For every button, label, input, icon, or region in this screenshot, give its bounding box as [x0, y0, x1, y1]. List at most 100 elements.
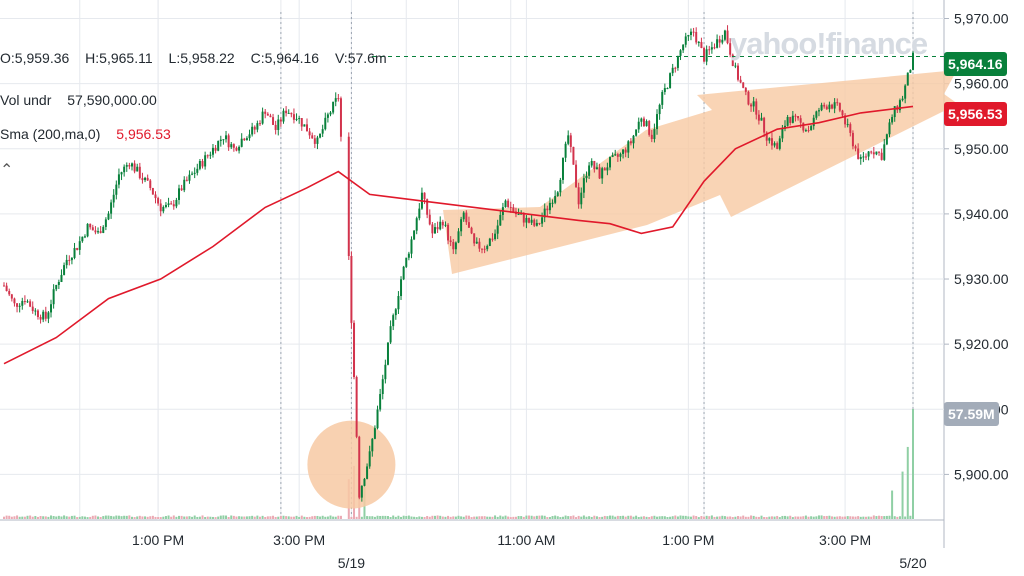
candle	[546, 208, 549, 211]
volume-bar	[313, 515, 316, 519]
volume-bar	[198, 516, 201, 519]
volume-bar	[373, 516, 376, 519]
volume-bar	[561, 516, 564, 519]
volume-bar	[277, 516, 280, 519]
volume-bar	[883, 516, 886, 519]
candle	[721, 39, 724, 43]
volume-bar	[770, 516, 773, 519]
candle	[397, 296, 400, 310]
volume-bar	[266, 516, 269, 519]
candle	[376, 409, 379, 429]
candle	[645, 121, 648, 127]
volume-bar	[99, 516, 102, 519]
candle	[34, 310, 37, 312]
candle	[663, 88, 666, 92]
candle	[588, 165, 591, 176]
volume-bar	[125, 515, 128, 519]
volume-bar	[867, 516, 870, 519]
candle	[204, 155, 207, 167]
candle	[454, 242, 457, 250]
volume-bar	[682, 515, 685, 519]
volume-bar	[609, 515, 611, 519]
volume-bar	[488, 516, 491, 519]
volume-bar	[729, 516, 732, 519]
volume-bar	[339, 515, 342, 519]
candle	[258, 123, 261, 125]
volume-bar	[26, 515, 29, 519]
volume-bar	[580, 516, 583, 519]
candle	[778, 138, 781, 149]
volume-bar	[159, 517, 162, 519]
candle	[854, 146, 857, 149]
volume-bar	[397, 515, 400, 519]
candle	[52, 289, 55, 305]
circle-annotation	[307, 420, 396, 509]
candle	[441, 221, 444, 226]
candle	[880, 152, 883, 160]
candle	[392, 315, 395, 327]
volume-bar	[214, 517, 217, 519]
candle	[786, 117, 789, 126]
candle	[611, 155, 614, 157]
candle	[149, 180, 152, 189]
candle	[172, 204, 175, 207]
candle	[347, 136, 350, 256]
volume-bar	[128, 515, 131, 519]
candle	[449, 240, 452, 242]
candle	[682, 44, 685, 51]
volume-bar	[859, 516, 862, 519]
candle	[857, 148, 860, 159]
candle	[561, 157, 564, 180]
x-tick-label: 1:00 PM	[132, 532, 184, 548]
candle	[572, 146, 575, 165]
candle	[209, 154, 212, 156]
volume-bar	[269, 516, 272, 519]
candle	[138, 166, 141, 179]
volume-bar	[245, 516, 248, 519]
volume-bar	[781, 515, 784, 519]
volume-bar	[721, 515, 724, 519]
volume-bar	[3, 516, 5, 519]
candle	[243, 138, 246, 141]
volume-bar	[776, 515, 779, 519]
candle	[99, 231, 102, 233]
candle	[363, 478, 366, 486]
volume-bar	[878, 515, 881, 519]
volume-bar	[368, 516, 371, 519]
volume-bar	[300, 515, 303, 519]
candle	[614, 154, 617, 156]
candle	[535, 222, 538, 226]
candle	[828, 104, 831, 110]
volume-bar	[238, 516, 241, 519]
volume-bar	[624, 516, 627, 519]
candle	[624, 149, 627, 153]
candle	[405, 257, 408, 267]
candle	[373, 428, 376, 439]
volume-bar	[875, 516, 878, 519]
candle	[178, 188, 181, 200]
candle	[303, 124, 306, 127]
candle	[63, 265, 66, 275]
volume-bar	[684, 515, 687, 519]
candle	[353, 322, 356, 378]
candle	[483, 248, 486, 250]
volume-bar	[687, 516, 690, 519]
volume-bar	[178, 515, 181, 519]
candle	[781, 129, 784, 139]
candle	[731, 54, 734, 66]
volume-bar	[188, 516, 191, 519]
volume-bar	[329, 515, 332, 519]
candle	[219, 139, 222, 142]
volume-bar	[784, 515, 787, 519]
volume-bar	[768, 516, 771, 519]
candle	[358, 436, 361, 498]
candle	[394, 309, 397, 316]
volume-bar	[431, 515, 434, 519]
volume-bar	[572, 515, 575, 519]
candle	[144, 177, 147, 181]
volume-bar	[298, 516, 301, 519]
chevron-up-icon[interactable]: ⌃	[0, 162, 14, 179]
candle	[815, 111, 818, 118]
volume-bar	[8, 515, 11, 519]
